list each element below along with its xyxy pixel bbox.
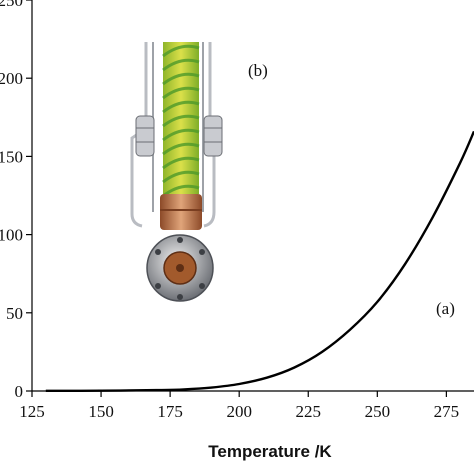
flange-bolt: [155, 249, 161, 255]
sleeve-stripe: [162, 184, 200, 198]
sleeve-stripe: [162, 128, 200, 142]
x-axis-title: Temperature /K: [208, 442, 332, 461]
x-tick-label: 150: [88, 402, 114, 421]
x-tick-label: 250: [365, 402, 391, 421]
x-tick-label: 175: [157, 402, 183, 421]
y-ticks: 0 50 100 150 200 250: [0, 0, 32, 401]
flange-bolt: [199, 249, 205, 255]
x-tick-label: 225: [296, 402, 322, 421]
flange-bolt: [155, 283, 161, 289]
sleeve-stripes: [162, 44, 200, 198]
x-ticks: 125 150 175 200 225 250 275: [19, 391, 459, 421]
series-line: [45, 130, 474, 392]
copper-block: [160, 194, 202, 230]
series-layer: [45, 130, 474, 392]
panel-label-b: (b): [248, 61, 268, 80]
sleeve-stripe: [162, 44, 200, 58]
cryostat-probe-photo: [130, 42, 223, 302]
x-tick-label: 125: [19, 402, 45, 421]
sleeve-stripe: [162, 58, 200, 72]
flange-bolt: [199, 283, 205, 289]
sample-window-center: [176, 264, 184, 272]
y-tick-label: 100: [0, 226, 23, 245]
sleeve-stripe: [162, 114, 200, 128]
sleeve-stripe: [162, 170, 200, 184]
sleeve-stripe: [162, 156, 200, 170]
y-tick-label: 250: [0, 0, 23, 10]
x-tick-label: 200: [226, 402, 252, 421]
panel-label-a: (a): [436, 299, 455, 318]
flange-bolt: [177, 237, 183, 243]
fitting-right: [203, 115, 223, 157]
y-tick-label: 50: [6, 304, 23, 323]
y-tick-label: 150: [0, 147, 23, 166]
y-tick-label: 200: [0, 69, 23, 88]
x-tick-label: 275: [434, 402, 460, 421]
sleeve-stripe: [162, 72, 200, 86]
sleeve-stripe: [162, 86, 200, 100]
fitting-left: [135, 115, 155, 157]
sleeve-stripe: [162, 100, 200, 114]
flange-bolt: [177, 294, 183, 300]
axes: [31, 0, 474, 392]
sleeve-stripe: [162, 142, 200, 156]
y-tick-label: 0: [15, 382, 24, 401]
